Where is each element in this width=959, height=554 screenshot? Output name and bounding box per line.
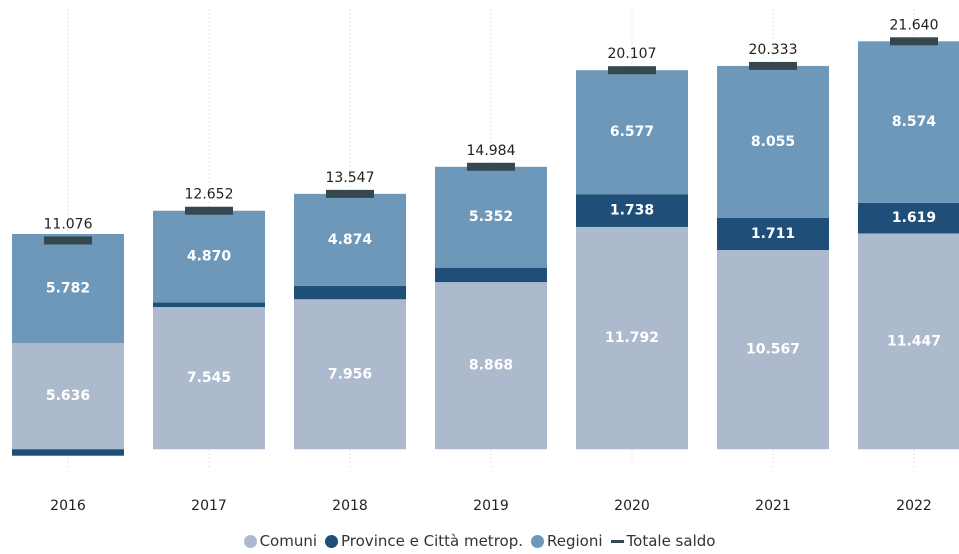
legend-marker [610,539,624,543]
value-label: 7.956 [328,366,372,382]
value-label: 1.619 [892,210,936,226]
value-label: 11.792 [605,330,659,346]
total-label: 20.107 [608,46,657,62]
bar-segment [294,193,406,286]
legend-label: Regioni [547,532,603,550]
bar-segment [294,299,406,450]
x-tick-label: 2021 [755,498,791,514]
value-label: 7.545 [187,370,231,386]
bar-segment [576,70,688,195]
total-marker [608,66,656,75]
total-label: 20.333 [749,42,798,58]
legend-marker [243,534,257,548]
total-label: 14.984 [467,143,516,159]
bar-segment [576,194,688,227]
bar-segment [717,65,829,218]
bar-segment [435,282,547,450]
legend-item: Province e Città metrop. [325,532,523,550]
value-label: 8.055 [751,134,795,150]
x-tick-label: 2019 [473,498,509,514]
bar-segment [717,217,829,251]
total-label: 13.547 [326,170,375,186]
value-label: 8.574 [892,114,937,130]
legend-item: Totale saldo [610,532,716,550]
value-label: 11.447 [887,333,941,349]
x-tick-label: 2016 [50,498,86,514]
value-label: 10.567 [746,342,800,358]
value-label: 5.636 [46,388,90,404]
total-marker [467,162,515,171]
bar-segment [576,226,688,450]
legend-label: Comuni [259,532,318,550]
x-tick-label: 2022 [896,498,932,514]
total-label: 11.076 [44,216,93,232]
x-tick-label: 2018 [332,498,368,514]
bar-segment [858,233,959,450]
value-label: 1.711 [751,226,795,242]
total-label: 21.640 [890,17,939,33]
legend-item: Comuni [243,532,318,550]
bar-segment [153,307,265,450]
bar-segment [294,285,406,300]
total-marker [890,37,938,46]
bar-segment [858,202,959,234]
bar-segment [435,166,547,268]
x-tick-label: 2020 [614,498,650,514]
value-label: 8.868 [469,358,513,374]
total-label: 12.652 [185,187,234,203]
value-label: 6.577 [610,124,654,140]
value-label: 4.870 [187,249,232,265]
legend: Comuni Province e Città metrop. Regioni Tot… [0,532,959,550]
legend-label: Province e Città metrop. [341,532,523,550]
x-tick-label: 2017 [191,498,227,514]
value-label: 5.352 [469,209,513,225]
total-marker [749,61,797,70]
bar-segment [153,210,265,303]
legend-label: Totale saldo [626,532,716,550]
bar-segment [12,343,124,450]
legend-marker [531,534,544,548]
value-label: 4.874 [328,232,373,248]
legend-marker [325,534,339,548]
bar-segment [153,302,265,308]
bar-segment [717,250,829,450]
total-marker [185,206,233,215]
total-marker [326,189,374,198]
bar-segment [435,267,547,283]
bar-segment [12,234,124,344]
legend-item: Regioni [531,532,603,550]
value-label: 5.782 [46,281,90,297]
value-label: 1.738 [610,203,654,219]
bar-segment [858,41,959,203]
bar-segment [12,449,124,456]
chart: 2016 2017 2018 2019 2020 2021 2022 5.636 5.782 11… [12,10,959,514]
total-marker [44,236,92,245]
